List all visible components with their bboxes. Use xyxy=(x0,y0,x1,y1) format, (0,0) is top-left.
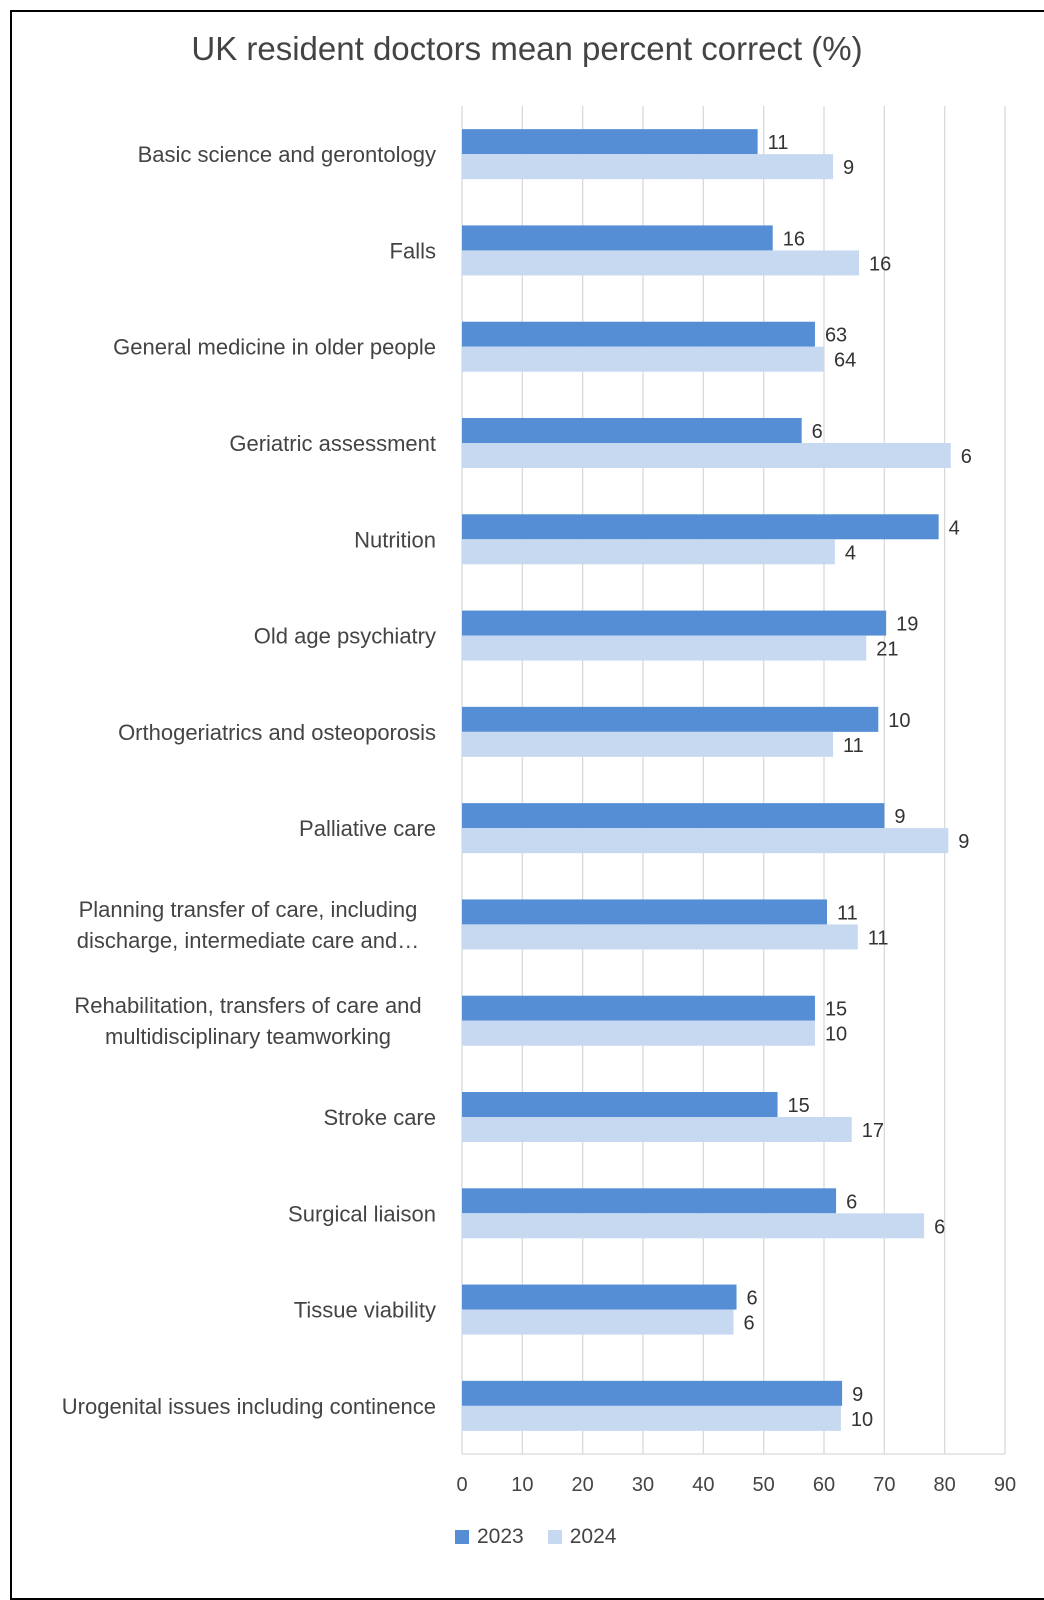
x-tick-label-30: 30 xyxy=(632,1474,654,1496)
legend: 2023 2024 xyxy=(455,1525,616,1549)
category-label-8-1: discharge, intermediate care and… xyxy=(77,928,419,953)
category-label-11-0: Surgical liaison xyxy=(288,1201,436,1226)
category-label-12-0: Tissue viability xyxy=(294,1298,436,1323)
data-label-2024-4: 4 xyxy=(845,542,856,564)
bar-2023-7 xyxy=(462,803,885,829)
x-tick-label-90: 90 xyxy=(994,1474,1016,1496)
data-label-2023-3: 6 xyxy=(812,421,823,443)
chart-title: UK resident doctors mean percent correct… xyxy=(191,30,863,67)
data-label-2024-3: 6 xyxy=(961,446,972,468)
category-label-8-0: Planning transfer of care, including xyxy=(79,897,418,922)
data-label-2024-10: 17 xyxy=(862,1120,884,1142)
data-label-2023-9: 15 xyxy=(825,999,847,1021)
bar-2023-13 xyxy=(462,1380,843,1406)
data-label-2024-6: 11 xyxy=(843,735,864,757)
data-label-2023-5: 19 xyxy=(896,614,918,636)
category-label-5-0: Old age psychiatry xyxy=(254,624,436,649)
bar-2023-10 xyxy=(462,1092,778,1117)
category-label-0-0: Basic science and gerontology xyxy=(138,142,436,167)
data-label-2023-6: 10 xyxy=(888,710,910,732)
bar-2023-9 xyxy=(462,995,815,1021)
x-tick-label-70: 70 xyxy=(873,1474,895,1496)
bar-2023-11 xyxy=(462,1188,837,1214)
bar-2024-13 xyxy=(462,1405,841,1431)
bar-2024-5 xyxy=(462,635,867,661)
bar-2023-3 xyxy=(462,418,802,443)
data-label-2024-2: 64 xyxy=(834,350,856,372)
bar-2024-11 xyxy=(462,1213,925,1239)
bar-2024-9 xyxy=(462,1020,815,1046)
data-label-2023-2: 63 xyxy=(825,325,847,347)
data-label-2023-10: 15 xyxy=(788,1095,810,1117)
category-label-6-0: Orthogeriatrics and osteoporosis xyxy=(118,720,436,745)
bar-2024-6 xyxy=(462,731,834,757)
category-label-3-0: Geriatric assessment xyxy=(229,431,436,456)
data-label-2023-0: 11 xyxy=(768,132,789,154)
category-label-9-1: multidisciplinary teamworking xyxy=(105,1024,391,1049)
legend-label-2023: 2023 xyxy=(477,1525,524,1548)
bar-2023-2 xyxy=(462,321,815,347)
bar-2024-4 xyxy=(462,539,835,565)
category-label-1-0: Falls xyxy=(390,238,436,263)
category-label-10-0: Stroke care xyxy=(324,1105,437,1130)
bar-2023-1 xyxy=(462,225,773,251)
category-label-13-0: Urogenital issues including continence xyxy=(62,1394,436,1419)
category-label-2-0: General medicine in older people xyxy=(113,335,436,360)
data-label-2024-1: 16 xyxy=(869,253,891,275)
bar-2023-12 xyxy=(462,1284,737,1310)
data-label-2023-13: 9 xyxy=(852,1384,863,1406)
data-label-2023-12: 6 xyxy=(747,1288,758,1310)
category-label-7-0: Palliative care xyxy=(299,816,436,841)
data-label-2023-4: 4 xyxy=(949,517,960,539)
data-label-2024-0: 9 xyxy=(843,157,854,179)
x-tick-label-80: 80 xyxy=(934,1474,956,1496)
bar-2024-8 xyxy=(462,924,858,950)
bar-2023-0 xyxy=(462,129,758,155)
bar-2024-10 xyxy=(462,1117,852,1142)
bar-2024-12 xyxy=(462,1309,734,1335)
data-label-2024-8: 11 xyxy=(868,927,889,949)
x-tick-label-60: 60 xyxy=(813,1474,835,1496)
x-tick-label-20: 20 xyxy=(572,1474,594,1496)
bar-2023-4 xyxy=(462,514,939,540)
category-label-9-0: Rehabilitation, transfers of care and xyxy=(74,993,421,1018)
data-label-2024-11: 6 xyxy=(934,1216,945,1238)
data-label-2023-7: 9 xyxy=(894,806,905,828)
data-label-2024-13: 10 xyxy=(851,1409,873,1431)
data-label-2023-11: 6 xyxy=(846,1191,857,1213)
bar-2024-3 xyxy=(462,443,951,468)
bar-2024-0 xyxy=(462,154,834,180)
data-label-2023-8: 11 xyxy=(837,902,858,924)
data-label-2023-1: 16 xyxy=(783,228,805,250)
data-label-2024-5: 21 xyxy=(876,639,898,661)
bar-2024-7 xyxy=(462,828,949,854)
legend-swatch-2024 xyxy=(547,1530,562,1544)
legend-swatch-2023 xyxy=(455,1530,469,1544)
x-tick-label-50: 50 xyxy=(753,1474,775,1496)
data-label-2024-7: 9 xyxy=(958,831,969,853)
x-tick-label-0: 0 xyxy=(456,1474,467,1496)
bar-2023-5 xyxy=(462,610,887,636)
category-label-4-0: Nutrition xyxy=(354,527,436,552)
bar-2024-2 xyxy=(462,346,824,372)
data-label-2024-12: 6 xyxy=(744,1313,755,1335)
legend-label-2024: 2024 xyxy=(569,1525,617,1548)
data-label-2024-9: 10 xyxy=(825,1024,847,1046)
bar-2023-8 xyxy=(462,899,828,925)
x-tick-label-10: 10 xyxy=(511,1474,533,1496)
x-tick-label-40: 40 xyxy=(692,1474,714,1496)
bar-2023-6 xyxy=(462,706,879,732)
bar-2024-1 xyxy=(462,250,859,276)
